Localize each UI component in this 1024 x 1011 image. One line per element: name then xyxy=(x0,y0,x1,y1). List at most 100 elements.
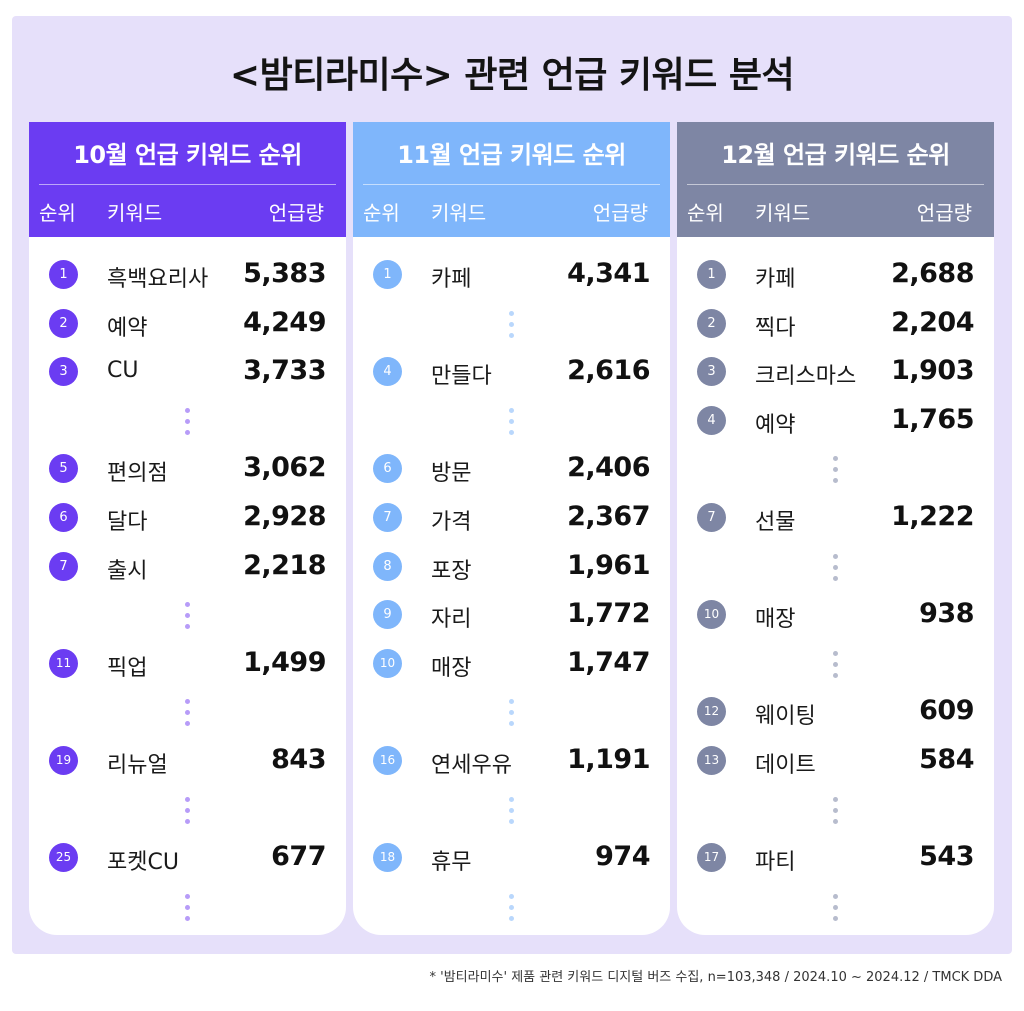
rank-badge: 8 xyxy=(373,551,402,581)
rank-badge: 1 xyxy=(697,260,726,289)
ranking-row: 4 예약 1,765 xyxy=(677,401,994,441)
ellipsis-dots-icon xyxy=(509,796,515,827)
keyword-label: 포켓CU xyxy=(107,850,179,876)
card-title: 11월 언급 키워드 순위 xyxy=(397,141,626,169)
ellipsis-dots-icon xyxy=(185,602,191,632)
header-divider xyxy=(363,184,660,185)
ranking-row: 19 리뉴얼 843 xyxy=(29,741,346,781)
header-divider xyxy=(39,184,336,185)
keyword-label: 예약 xyxy=(755,412,796,438)
rank-badge: 9 xyxy=(373,600,402,630)
keyword-label: 가격 xyxy=(431,510,472,535)
card-title: 10월 언급 키워드 순위 xyxy=(73,141,302,169)
ranking-row: 12 웨이팅 609 xyxy=(677,692,994,732)
column-rank: 순위 xyxy=(363,201,400,225)
rank-badge: 2 xyxy=(49,308,78,338)
keyword-label: 포장 xyxy=(431,558,472,584)
rank-badge: 6 xyxy=(373,454,402,484)
mention-count: 3,062 xyxy=(243,452,326,484)
keyword-label: 만들다 xyxy=(431,364,492,390)
keyword-label: 흑백요리사 xyxy=(107,267,209,292)
ranking-row: 1 카페 4,341 xyxy=(353,255,670,295)
ranking-row: 1 카페 2,688 xyxy=(677,255,994,295)
keyword-label: 자리 xyxy=(431,607,472,633)
mention-count: 2,928 xyxy=(243,501,326,532)
november-ranking-card: 11월 언급 키워드 순위 순위 키워드 언급량 1 카페 4,341 4 만들다 2,6… xyxy=(353,122,670,935)
column-count: 언급량 xyxy=(916,201,972,225)
rank-badge: 5 xyxy=(49,454,78,484)
rank-badge: 1 xyxy=(49,260,78,289)
ranking-row: 1 흑백요리사 5,383 xyxy=(29,255,346,295)
card-header: 12월 언급 키워드 순위 순위 키워드 언급량 xyxy=(677,122,994,237)
mention-count: 974 xyxy=(595,841,650,873)
keyword-label: 휴무 xyxy=(431,850,472,876)
keyword-label: 매장 xyxy=(431,655,472,681)
ranking-row: 5 편의점 3,062 xyxy=(29,449,346,489)
ellipsis-dots-icon xyxy=(833,796,839,827)
mention-count: 677 xyxy=(271,841,326,873)
ranking-row: 3 CU 3,733 xyxy=(29,352,346,392)
column-rank: 순위 xyxy=(687,201,724,225)
ellipsis-dots-icon xyxy=(185,796,191,827)
ranking-row: 10 매장 938 xyxy=(677,595,994,635)
mention-count: 1,765 xyxy=(891,403,974,435)
ellipsis-dots-icon xyxy=(185,407,191,438)
ranking-row: 25 포켓CU 677 xyxy=(29,838,346,878)
column-rank: 순위 xyxy=(39,201,76,225)
mention-count: 3,733 xyxy=(243,355,326,387)
mention-count: 2,616 xyxy=(567,355,650,387)
ellipsis-dots-icon xyxy=(185,893,191,924)
keyword-label: 카페 xyxy=(431,267,472,292)
rank-badge: 2 xyxy=(697,308,726,338)
ellipsis-dots-icon xyxy=(509,699,515,729)
ranking-row: 16 연세우유 1,191 xyxy=(353,741,670,781)
column-keyword: 키워드 xyxy=(107,201,163,225)
rank-badge: 18 xyxy=(373,843,402,873)
keyword-label: 달다 xyxy=(107,510,148,535)
rank-badge: 17 xyxy=(697,843,726,873)
mention-count: 2,218 xyxy=(243,549,326,581)
ranking-row: 17 파티 543 xyxy=(677,838,994,878)
mention-count: 938 xyxy=(919,598,974,630)
mention-count: 2,204 xyxy=(891,306,974,338)
mention-count: 584 xyxy=(919,744,974,775)
ranking-row: 18 휴무 974 xyxy=(353,838,670,878)
rank-badge: 13 xyxy=(697,746,726,775)
rank-badge: 10 xyxy=(697,600,726,630)
rank-badge: 4 xyxy=(373,357,402,387)
ranking-row: 11 픽업 1,499 xyxy=(29,644,346,684)
october-ranking-card: 10월 언급 키워드 순위 순위 키워드 언급량 1 흑백요리사 5,383 2 예약 4… xyxy=(29,122,346,935)
keyword-label: 픽업 xyxy=(107,655,148,681)
mention-count: 4,249 xyxy=(243,306,326,338)
mention-count: 543 xyxy=(919,841,974,873)
keyword-label: 웨이팅 xyxy=(755,704,816,730)
ellipsis-dots-icon xyxy=(833,553,839,584)
ellipsis-dots-icon xyxy=(185,699,191,729)
mention-count: 2,406 xyxy=(567,452,650,484)
column-count: 언급량 xyxy=(268,201,324,225)
mention-count: 1,772 xyxy=(567,598,650,630)
mention-count: 843 xyxy=(271,744,326,775)
column-keyword: 키워드 xyxy=(431,201,487,225)
keyword-label: 데이트 xyxy=(755,753,816,778)
rank-badge: 19 xyxy=(49,746,78,775)
rank-badge: 10 xyxy=(373,648,402,678)
keyword-label: 크리스마스 xyxy=(755,364,857,390)
rank-badge: 3 xyxy=(49,357,78,387)
rank-badge: 7 xyxy=(697,503,726,532)
source-footnote: * '밤티라미수' 제품 관련 키워드 디지털 버즈 수집, n=103,348… xyxy=(429,970,1002,985)
rank-badge: 7 xyxy=(49,551,78,581)
rank-badge: 12 xyxy=(697,697,726,727)
keyword-label: CU xyxy=(107,358,139,384)
mention-count: 1,903 xyxy=(891,355,974,387)
card-title: 12월 언급 키워드 순위 xyxy=(721,141,950,169)
header-divider xyxy=(687,184,984,185)
rank-badge: 1 xyxy=(373,260,402,289)
column-headers: 순위 키워드 언급량 xyxy=(677,185,994,237)
column-keyword: 키워드 xyxy=(755,201,811,225)
ranking-row: 6 방문 2,406 xyxy=(353,449,670,489)
rank-badge: 16 xyxy=(373,746,402,775)
column-headers: 순위 키워드 언급량 xyxy=(29,185,346,237)
ranking-row: 2 예약 4,249 xyxy=(29,304,346,344)
ranking-row: 2 찍다 2,204 xyxy=(677,304,994,344)
